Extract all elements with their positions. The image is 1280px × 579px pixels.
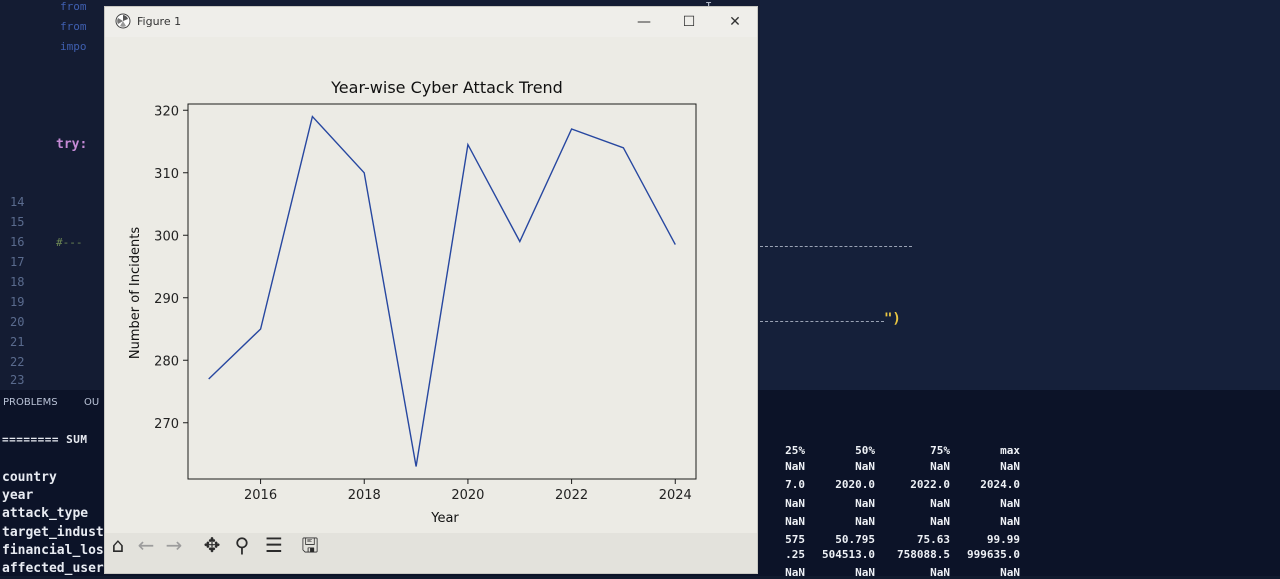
code-fragment: from (60, 20, 87, 33)
tab-output[interactable]: OU (84, 397, 100, 408)
x-axis-label: Year (430, 511, 459, 526)
x-tick-label: 2018 (348, 488, 381, 503)
stats-column-header: 50% (855, 444, 875, 457)
configure-subplots-icon[interactable]: ☰ (265, 533, 283, 557)
stats-cell: 2024.0 (980, 478, 1020, 491)
figure-window-title: Figure 1 (137, 15, 182, 28)
axis-ticks: 2016 2018 2020 2022 2024 270 280 290 300 310 320 (154, 104, 692, 503)
y-tick-label: 310 (154, 167, 179, 182)
forward-arrow-icon[interactable]: → (165, 533, 183, 557)
line-number: 22 (10, 355, 25, 369)
x-tick-label: 2024 (659, 488, 692, 503)
stats-cell: 50.795 (835, 533, 875, 546)
minimize-button[interactable]: — (637, 14, 651, 30)
line-number: 23 (10, 373, 25, 387)
y-tick-label: 270 (154, 417, 179, 432)
line-number: 18 (10, 275, 25, 289)
chart-background (105, 37, 757, 533)
series-line (208, 115, 676, 467)
stats-cell: NaN (855, 460, 875, 473)
stats-column-header: 75% (930, 444, 950, 457)
line-number: 15 (10, 215, 25, 229)
stats-cell: NaN (855, 497, 875, 510)
code-string-end: ") (884, 311, 901, 327)
summary-heading: ======== SUM (2, 433, 88, 446)
stats-row-label: year (2, 488, 34, 503)
stats-row-label: attack_type (2, 506, 89, 521)
line-chart[interactable]: Year-wise Cyber Attack Trend 2016 2018 202… (105, 37, 757, 533)
matplotlib-logo-icon (115, 13, 131, 29)
line-number: 14 (10, 195, 25, 209)
plot-area-frame (187, 103, 697, 480)
line-number: 20 (10, 315, 25, 329)
close-button[interactable]: ✕ (729, 14, 741, 30)
line-number: 19 (10, 295, 25, 309)
stats-cell: NaN (855, 515, 875, 528)
code-fragment: impo (60, 40, 87, 53)
zoom-icon[interactable]: ⚲ (234, 533, 250, 557)
y-axis-label: Number of Incidents (128, 227, 143, 359)
back-arrow-icon[interactable]: ← (137, 533, 155, 557)
stats-row-label: target_indust (2, 525, 104, 540)
y-tick-label: 320 (154, 104, 179, 119)
stats-cell: 504513.0 (822, 548, 875, 561)
line-number: 17 (10, 255, 25, 269)
stats-row-label: affected_user (2, 561, 104, 576)
chart-title: Year-wise Cyber Attack Trend (330, 78, 563, 97)
x-tick-label: 2016 (244, 488, 277, 503)
code-fragment: from (60, 0, 87, 13)
stats-cell: NaN (1000, 566, 1020, 579)
y-tick-label: 300 (154, 229, 179, 244)
y-tick-label: 280 (154, 354, 179, 369)
stats-cell: NaN (785, 515, 805, 528)
stats-cell: NaN (930, 460, 950, 473)
stats-cell: 999635.0 (967, 548, 1020, 561)
stats-cell: NaN (930, 566, 950, 579)
stats-cell: NaN (930, 515, 950, 528)
line-number: 16 (10, 235, 25, 249)
stats-cell: NaN (1000, 460, 1020, 473)
stats-cell: 7.0 (785, 478, 805, 491)
stats-cell: 2022.0 (910, 478, 950, 491)
stats-cell: NaN (785, 460, 805, 473)
stats-cell: .25 (785, 548, 805, 561)
line-number: 21 (10, 335, 25, 349)
code-try-keyword: try: (56, 137, 88, 152)
stats-cell: NaN (785, 497, 805, 510)
stats-column-header: 25% (785, 444, 805, 457)
stats-cell: 99.99 (986, 533, 1020, 546)
code-dash-separator (760, 321, 884, 322)
home-icon[interactable]: ⌂ (111, 533, 125, 557)
stats-row-label: country (2, 470, 57, 485)
x-tick-label: 2022 (555, 488, 588, 503)
code-comment: #--- (56, 236, 83, 249)
stats-cell: 75.63 (916, 533, 950, 546)
x-tick-label: 2020 (451, 488, 484, 503)
figure-titlebar[interactable]: Figure 1 — ☐ ✕ (105, 7, 757, 37)
save-icon[interactable]: 🖫 (301, 533, 319, 557)
stats-cell: NaN (855, 566, 875, 579)
stats-cell: NaN (930, 497, 950, 510)
stats-cell: NaN (1000, 515, 1020, 528)
figure-window[interactable]: Figure 1 — ☐ ✕ Year-wise Cyber Attack Tr… (104, 6, 758, 574)
maximize-button[interactable]: ☐ (682, 14, 696, 30)
figure-toolbar (105, 533, 757, 573)
tab-problems[interactable]: PROBLEMS (3, 397, 58, 408)
stats-column-header: max (1000, 444, 1020, 457)
editor-right-pane (760, 0, 1280, 390)
stats-cell: 758088.5 (897, 548, 950, 561)
stats-cell: 575 (785, 533, 805, 546)
stats-row-label: financial_los (2, 543, 104, 558)
stats-cell: 2020.0 (835, 478, 875, 491)
stats-cell: NaN (1000, 497, 1020, 510)
code-dash-separator (760, 246, 912, 247)
pan-icon[interactable]: ✥ (203, 533, 221, 557)
y-tick-label: 290 (154, 292, 179, 307)
